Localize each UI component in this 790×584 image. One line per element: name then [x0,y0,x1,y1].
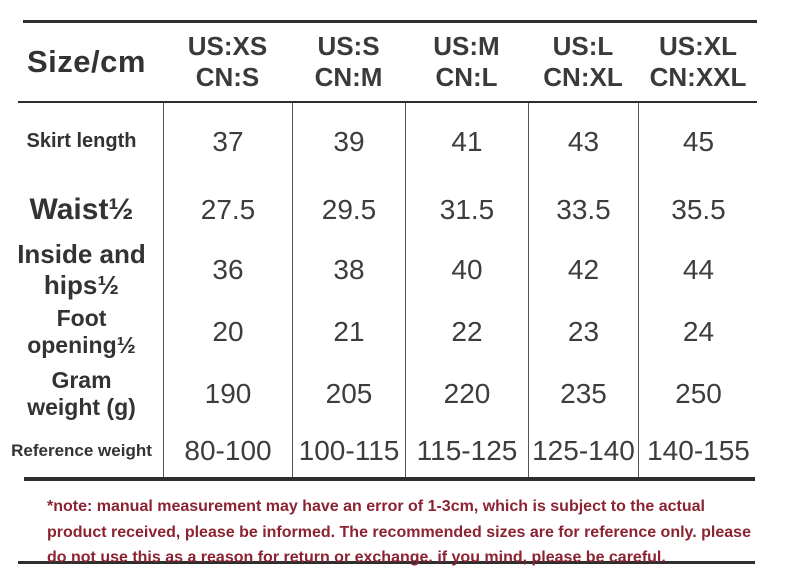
cell-value: 235 [528,363,638,425]
row-label: Waist½ [29,192,134,226]
cell-value: 35.5 [638,181,758,238]
divider-top [23,20,757,23]
cell-value: 190 [163,363,292,425]
row-label: Reference weight [11,440,152,460]
us-size-label: US:XL [659,30,737,61]
column-header-s: US:S CN:M [292,31,405,93]
cell-value: 37 [163,103,292,181]
cell-value: 100-115 [292,425,405,477]
cell-value: 125-140 [528,425,638,477]
cell-value: 80-100 [163,425,292,477]
cell-value: 24 [638,301,758,363]
cell-value: 29.5 [292,181,405,238]
cn-size-label: CN:S [195,62,260,92]
cell-value: 43 [528,103,638,181]
table-row-reference-weight: Reference weight 80-100 100-115 115-125 … [0,425,790,477]
table-row-gram-weight: Gram weight (g) 190 205 220 235 250 [0,363,790,425]
cell-value: 44 [638,238,758,301]
row-label: Skirt length [26,130,137,153]
table-row-waist: Waist½ 27.5 29.5 31.5 33.5 35.5 [0,181,790,238]
cell-value: 27.5 [163,181,292,238]
cell-value: 115-125 [405,425,528,477]
table-row-foot-opening: Foot opening½ 20 21 22 23 24 [0,301,790,363]
cell-value: 31.5 [405,181,528,238]
divider-header-bottom [18,101,757,103]
cell-value: 220 [405,363,528,425]
header-corner-label: Size/cm [27,44,146,79]
row-label: Inside and hips½ [17,238,146,300]
cn-size-label: CN:XL [543,62,623,92]
us-size-label: US:XS [187,30,268,61]
cn-size-label: CN:XXL [649,62,747,92]
us-size-label: US:L [552,30,614,61]
divider-final [18,561,755,564]
divider-table-bottom [24,477,755,481]
cell-value: 205 [292,363,405,425]
cell-value: 20 [163,301,292,363]
column-header-l: US:L CN:XL [528,31,638,93]
column-header-xl: US:XL CN:XXL [638,31,758,93]
cell-value: 22 [405,301,528,363]
cn-size-label: CN:L [435,62,498,92]
row-label: Gram weight (g) [27,366,136,420]
cell-value: 39 [292,103,405,181]
column-header-xs: US:XS CN:S [163,31,292,93]
table-row-inside-hips: Inside and hips½ 36 38 40 42 44 [0,238,790,301]
row-label: Foot opening½ [27,304,136,358]
cell-value: 40 [405,238,528,301]
cell-value: 42 [528,238,638,301]
table-row-skirt-length: Skirt length 37 39 41 43 45 [0,103,790,181]
cell-value: 140-155 [638,425,758,477]
cell-value: 21 [292,301,405,363]
cell-value: 45 [638,103,758,181]
cell-value: 33.5 [528,181,638,238]
cell-value: 250 [638,363,758,425]
us-size-label: US:M [433,30,500,61]
column-header-m: US:M CN:L [405,31,528,93]
cell-value: 23 [528,301,638,363]
cell-value: 36 [163,238,292,301]
cell-value: 41 [405,103,528,181]
table-header: Size/cm US:XS CN:S US:S CN:M US:M CN:L U… [0,23,790,101]
us-size-label: US:S [317,30,380,61]
table-body: Skirt length 37 39 41 43 45 Waist½ 27.5 … [0,103,790,477]
cell-value: 38 [292,238,405,301]
note-text: *note: manual measurement may have an er… [47,498,751,566]
cn-size-label: CN:M [314,62,383,92]
